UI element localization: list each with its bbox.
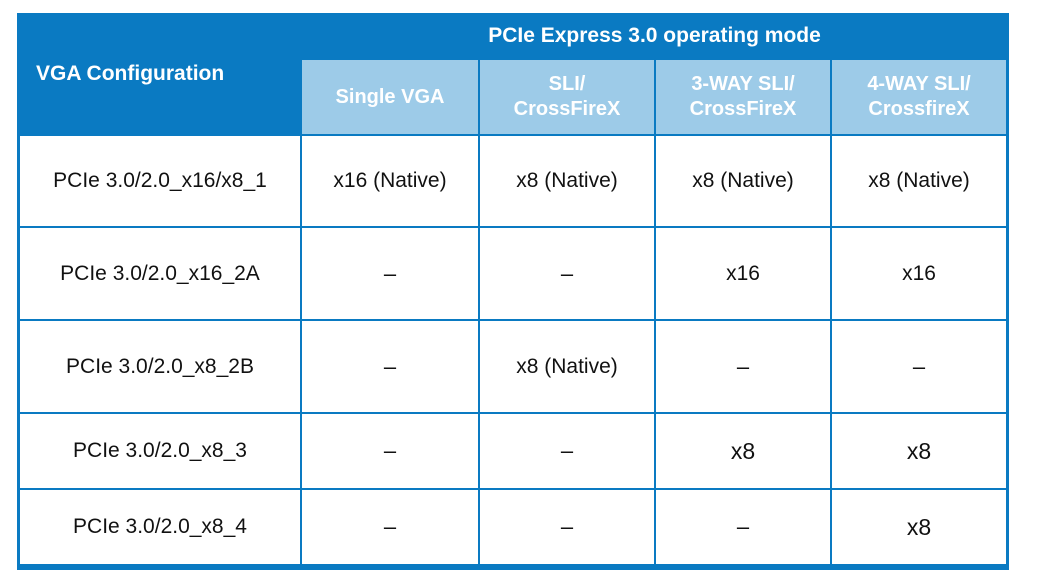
table-cell: x8 (Native) bbox=[480, 136, 654, 226]
vga-configuration-header: VGA Configuration bbox=[36, 61, 225, 85]
table-cell: x8 (Native) bbox=[480, 321, 654, 412]
table-cell: – bbox=[480, 490, 654, 564]
column-header-4way-sli-crossfirex: 4-WAY SLI/ CrossfireX bbox=[832, 60, 1006, 134]
table-cell: – bbox=[302, 490, 478, 564]
slot-label: PCIe 3.0/2.0_x8_4 bbox=[20, 490, 300, 564]
table-cell: x16 bbox=[656, 228, 830, 319]
table-cell: – bbox=[302, 321, 478, 412]
table-cell: x16 bbox=[832, 228, 1006, 319]
column-header-label-line1: SLI/ bbox=[548, 73, 586, 95]
table-cell: x8 (Native) bbox=[656, 136, 830, 226]
slot-label: PCIe 3.0/2.0_x8_3 bbox=[20, 414, 300, 488]
table-cell: x16 (Native) bbox=[302, 136, 478, 226]
column-header-label-line1: 3-WAY SLI/ bbox=[691, 73, 795, 95]
column-header-label-line2: CrossFireX bbox=[689, 98, 797, 120]
column-header-sli-crossfirex: SLI/ CrossFireX bbox=[480, 60, 654, 134]
table-cell: – bbox=[480, 414, 654, 488]
column-header-label: Single VGA bbox=[335, 85, 445, 108]
table-cell: x8 bbox=[832, 490, 1006, 564]
slot-label: PCIe 3.0/2.0_x8_2B bbox=[20, 321, 300, 412]
column-header-3way-sli-crossfirex: 3-WAY SLI/ CrossFireX bbox=[656, 60, 830, 134]
column-header-label-line2: CrossFireX bbox=[513, 98, 621, 120]
column-header-label-line1: 4-WAY SLI/ bbox=[867, 73, 971, 95]
table-cell: – bbox=[302, 228, 478, 319]
table-cell: – bbox=[656, 321, 830, 412]
table-cell: – bbox=[656, 490, 830, 564]
slot-label: PCIe 3.0/2.0_x16_2A bbox=[20, 228, 300, 319]
slot-label: PCIe 3.0/2.0_x16/x8_1 bbox=[20, 136, 300, 226]
table-cell: – bbox=[480, 228, 654, 319]
vga-configuration-table: VGA Configuration PCIe Express 3.0 opera… bbox=[17, 13, 1009, 570]
table-cell: x8 bbox=[656, 414, 830, 488]
table-cell: – bbox=[302, 414, 478, 488]
table-cell: x8 bbox=[832, 414, 1006, 488]
table-cell: x8 (Native) bbox=[832, 136, 1006, 226]
column-header-label-line2: CrossfireX bbox=[868, 98, 970, 120]
column-header-single-vga: Single VGA bbox=[302, 60, 478, 134]
operating-mode-header: PCIe Express 3.0 operating mode bbox=[488, 24, 821, 47]
table-cell: – bbox=[832, 321, 1006, 412]
